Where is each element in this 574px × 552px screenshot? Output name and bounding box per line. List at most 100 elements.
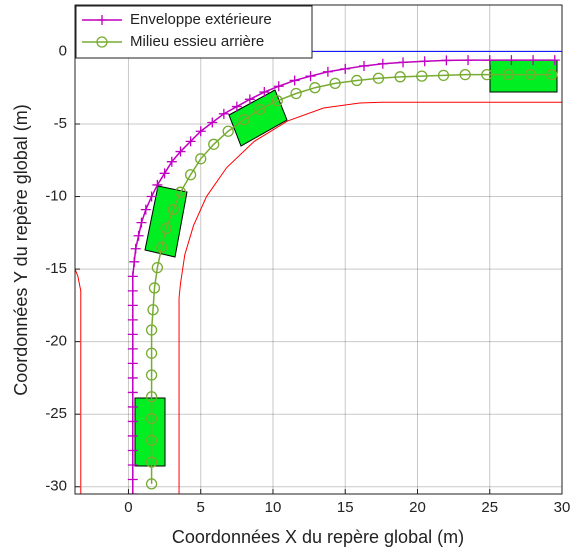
marker — [96, 36, 108, 48]
marker — [151, 261, 164, 274]
marker — [127, 343, 138, 354]
marker — [481, 68, 493, 81]
y-tick-label: -5 — [54, 115, 67, 132]
marker — [145, 434, 158, 446]
marker — [416, 70, 428, 82]
axes-box — [74, 4, 563, 495]
marker — [524, 68, 536, 81]
marker — [222, 125, 234, 137]
y-tick-label: -15 — [45, 260, 67, 277]
series-line — [75, 268, 82, 494]
marker — [147, 304, 159, 316]
marker — [290, 87, 302, 100]
marker — [273, 81, 284, 92]
marker — [174, 186, 187, 198]
marker — [309, 82, 321, 94]
marker — [127, 430, 138, 441]
marker — [329, 77, 341, 90]
marker — [238, 113, 250, 126]
data — [75, 50, 562, 494]
marker — [506, 55, 517, 66]
y-tick-label: -25 — [45, 405, 67, 422]
marker — [129, 256, 140, 267]
marker — [437, 69, 450, 82]
legend-box — [75, 5, 313, 59]
marker — [136, 217, 147, 228]
marker — [145, 369, 158, 381]
marker — [167, 203, 179, 216]
marker — [127, 387, 138, 398]
marker — [127, 416, 138, 427]
marker — [145, 478, 158, 490]
vehicle — [489, 59, 558, 93]
marker — [218, 108, 229, 119]
x-tick-label: 30 — [554, 499, 571, 516]
marker — [148, 282, 161, 294]
marker — [127, 459, 138, 470]
marker — [377, 58, 388, 69]
marker — [146, 191, 157, 202]
marker — [130, 243, 141, 254]
x-tick-label: 20 — [409, 499, 426, 516]
marker — [463, 55, 474, 66]
marker — [459, 68, 471, 81]
marker — [127, 358, 138, 369]
marker — [259, 87, 270, 98]
marker — [184, 169, 197, 181]
y-tick-label: 0 — [59, 42, 67, 59]
legend: Enveloppe extérieure Milieu essieu arrièr… — [75, 5, 313, 59]
series-line — [178, 101, 562, 494]
marker — [145, 324, 158, 336]
marker — [528, 55, 539, 66]
y-axis-label: Coordonnées Y du repère global (m) — [11, 104, 31, 396]
marker — [127, 372, 138, 383]
marker — [127, 314, 138, 325]
marker — [359, 60, 370, 71]
marker — [175, 146, 186, 157]
y-tick-label: -30 — [45, 478, 67, 495]
marker — [152, 179, 163, 190]
marker — [305, 71, 316, 82]
x-tick-label: 25 — [481, 499, 498, 516]
marker — [156, 241, 168, 253]
marker — [145, 412, 158, 425]
marker — [484, 55, 495, 66]
marker — [231, 101, 242, 112]
vehicle — [134, 397, 166, 467]
marker — [340, 63, 351, 74]
marker — [322, 66, 333, 77]
marker — [127, 271, 138, 282]
marker — [145, 347, 158, 359]
legend-label: Milieu essieu arrière — [130, 33, 264, 50]
marker — [160, 222, 172, 235]
marker — [549, 55, 560, 66]
x-tick-label: 0 — [124, 499, 132, 516]
series-line — [150, 73, 552, 484]
y-tick-label: -20 — [45, 333, 67, 350]
marker — [441, 55, 452, 66]
marker — [127, 445, 138, 456]
marker — [207, 117, 218, 128]
marker — [271, 95, 283, 107]
marker — [254, 103, 266, 116]
marker — [140, 204, 151, 215]
marker — [133, 230, 144, 241]
marker — [127, 300, 138, 311]
ticks: 0 5 10 15 20 25 30 -30 -25 -20 -15 -10 -5 0 — [45, 42, 570, 516]
marker — [97, 15, 107, 25]
marker — [351, 74, 363, 87]
x-tick-label: 15 — [337, 499, 354, 516]
x-tick-label: 10 — [265, 499, 282, 516]
marker — [244, 94, 255, 105]
legend-label: Enveloppe extérieure — [130, 11, 272, 28]
marker — [127, 401, 138, 412]
marker — [166, 156, 177, 167]
marker — [185, 136, 196, 147]
x-tick-label: 5 — [197, 499, 205, 516]
marker — [127, 474, 138, 485]
marker — [398, 57, 409, 68]
marker — [159, 168, 170, 179]
marker — [502, 68, 515, 81]
marker — [419, 56, 430, 67]
